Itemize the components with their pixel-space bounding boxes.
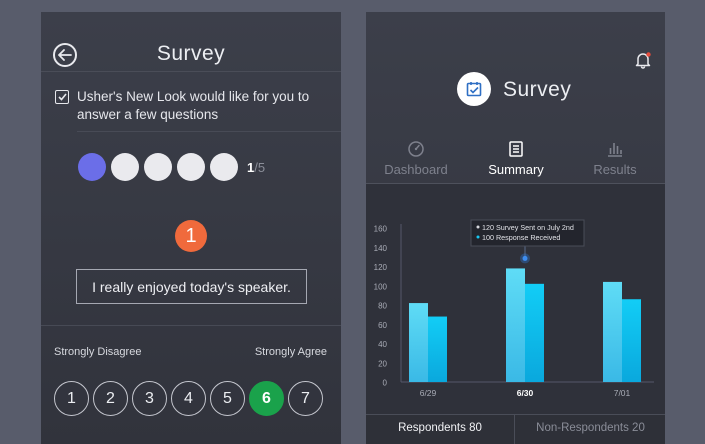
progress-dot bbox=[78, 153, 106, 181]
rating-scale: 1 2 3 4 5 6 7 bbox=[54, 381, 323, 416]
y-tick-label: 40 bbox=[378, 340, 387, 349]
respondents-footer: Respondents 80 Non-Respondents 20 bbox=[366, 414, 665, 444]
bar[interactable] bbox=[525, 283, 544, 382]
divider bbox=[41, 325, 341, 326]
non-respondents-tab[interactable]: Non-Respondents 20 bbox=[536, 422, 645, 434]
y-tick-label: 160 bbox=[374, 225, 388, 234]
tooltip-box bbox=[470, 219, 585, 247]
bar[interactable] bbox=[603, 281, 622, 382]
bar[interactable] bbox=[428, 316, 447, 382]
bell-icon[interactable] bbox=[634, 51, 652, 69]
scale-high-label: Strongly Agree bbox=[254, 346, 327, 358]
arrow-left-icon bbox=[58, 49, 72, 61]
survey-intro: Usher's New Look would like for you to a… bbox=[55, 89, 335, 130]
y-tick-label: 0 bbox=[383, 379, 388, 388]
x-tick-label: 6/29 bbox=[420, 388, 437, 398]
divider bbox=[77, 131, 341, 132]
bar-chart: 0 20 40 60 80 100 120 140 160 6/29 6/30 7/01 120 Sur… bbox=[366, 184, 665, 414]
tab-label: Results bbox=[593, 162, 637, 177]
header: Survey bbox=[41, 12, 341, 72]
page-title: Survey bbox=[503, 78, 572, 101]
survey-summary-screen: Survey Dashboard Summary Results 0 20 40 bbox=[366, 12, 665, 444]
tooltip-bullet bbox=[476, 235, 480, 239]
rating-button-5[interactable]: 5 bbox=[210, 381, 245, 416]
progress-dot bbox=[111, 153, 139, 181]
tab-dashboard[interactable]: Dashboard bbox=[366, 140, 466, 184]
step-counter: 1/5 bbox=[247, 160, 265, 175]
tooltip-marker bbox=[522, 255, 528, 261]
y-tick-label: 120 bbox=[374, 263, 388, 272]
intro-text: Usher's New Look would like for you to a… bbox=[77, 89, 310, 122]
checkbox-icon bbox=[55, 90, 69, 104]
tooltip-bullet bbox=[476, 225, 480, 229]
respondents-tab[interactable]: Respondents 80 bbox=[366, 415, 515, 444]
progress-dots bbox=[78, 153, 238, 181]
question-number-badge: 1 bbox=[175, 220, 207, 252]
back-button[interactable] bbox=[53, 43, 77, 67]
y-tick-label: 100 bbox=[374, 282, 388, 291]
y-tick-label: 60 bbox=[378, 321, 387, 330]
progress-dot bbox=[144, 153, 172, 181]
tab-results[interactable]: Results bbox=[565, 140, 665, 184]
bar-chart-icon bbox=[608, 143, 622, 157]
bar[interactable] bbox=[506, 268, 525, 382]
rating-button-7[interactable]: 7 bbox=[288, 381, 323, 416]
tab-summary[interactable]: Summary bbox=[466, 140, 566, 184]
rating-button-3[interactable]: 3 bbox=[132, 381, 167, 416]
rating-button-4[interactable]: 4 bbox=[171, 381, 206, 416]
x-tick-label: 7/01 bbox=[614, 388, 631, 398]
divider bbox=[366, 183, 665, 184]
tooltip-line: 100 Response Received bbox=[482, 233, 560, 242]
y-tick-label: 20 bbox=[378, 359, 387, 368]
y-tick-label: 140 bbox=[374, 244, 388, 253]
progress-dot bbox=[177, 153, 205, 181]
step-total: /5 bbox=[254, 160, 266, 175]
scale-low-label: Strongly Disagree bbox=[54, 346, 142, 358]
calendar-check-icon bbox=[466, 82, 482, 97]
tab-label: Dashboard bbox=[384, 162, 448, 177]
y-tick-label: 80 bbox=[378, 302, 387, 311]
tab-bar: Dashboard Summary Results bbox=[366, 140, 665, 184]
survey-logo bbox=[457, 72, 491, 106]
rating-button-1[interactable]: 1 bbox=[54, 381, 89, 416]
gauge-icon bbox=[408, 141, 424, 157]
rating-button-6[interactable]: 6 bbox=[249, 381, 284, 416]
question-text: I really enjoyed today's speaker. bbox=[76, 269, 307, 304]
tab-label: Summary bbox=[488, 162, 544, 177]
rating-button-2[interactable]: 2 bbox=[93, 381, 128, 416]
document-icon bbox=[509, 141, 523, 157]
progress-dot bbox=[210, 153, 238, 181]
bar[interactable] bbox=[622, 299, 641, 382]
x-tick-label: 6/30 bbox=[517, 388, 534, 398]
page-title: Survey bbox=[156, 42, 226, 65]
survey-question-screen: Survey Usher's New Look would like for y… bbox=[41, 12, 341, 444]
step-current: 1 bbox=[247, 160, 255, 175]
bar[interactable] bbox=[409, 303, 428, 382]
tooltip-line: 120 Survey Sent on July 2nd bbox=[482, 223, 574, 232]
chart-canvas: 0 20 40 60 80 100 120 140 160 6/29 6/30 7/01 120 Sur… bbox=[374, 219, 654, 398]
